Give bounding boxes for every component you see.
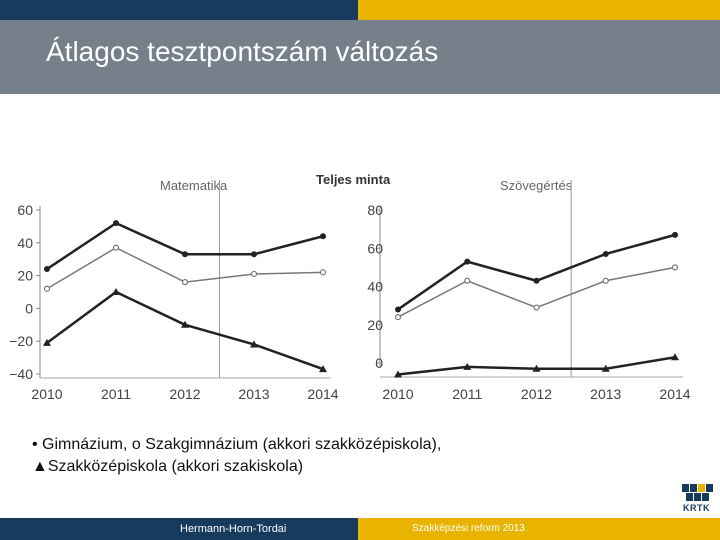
y-tick-label: 20 — [367, 317, 383, 333]
krtk-logo-icon — [682, 484, 713, 501]
x-tick-label: 2012 — [521, 386, 552, 402]
y-tick-label: 20 — [17, 268, 33, 284]
y-tick-label: 40 — [367, 279, 383, 295]
data-point-triangle — [112, 288, 120, 295]
data-point-open-circle — [533, 304, 540, 311]
x-tick-label: 2010 — [382, 386, 413, 402]
data-point-open-circle — [394, 314, 402, 321]
data-point-dot — [113, 220, 119, 227]
series-line-dot — [397, 233, 676, 311]
x-tick-label: 2013 — [238, 386, 269, 402]
data-point-dot — [602, 250, 609, 257]
legend-line-2: ▲Szakközépiskola (akkori szakiskola) — [32, 458, 304, 475]
data-point-dot — [464, 258, 471, 265]
data-point-triangle — [463, 362, 472, 370]
x-tick-label: 2010 — [31, 386, 62, 402]
data-point-dot — [533, 277, 540, 284]
x-tick-label: 2014 — [659, 386, 690, 402]
y-tick-label: 60 — [17, 202, 33, 218]
x-tick-label: 2012 — [169, 386, 200, 402]
data-point-open-circle — [464, 277, 471, 284]
data-point-dot — [44, 266, 50, 273]
data-point-dot — [672, 231, 678, 238]
data-point-open-circle — [181, 279, 189, 286]
x-tick-label: 2011 — [101, 386, 131, 402]
data-point-triangle — [43, 338, 51, 346]
data-point-dot — [320, 233, 326, 240]
legend-line-1: • Gimnázium, o Szakgimnázium (akkori sza… — [32, 436, 442, 453]
data-point-triangle — [250, 340, 258, 348]
y-tick-label: 0 — [25, 300, 33, 316]
data-point-dot — [182, 251, 188, 258]
footer-bar-gold — [358, 518, 720, 540]
data-point-open-circle — [671, 264, 679, 271]
top-bar-gold — [358, 0, 720, 20]
panel-title: Szövegértés — [500, 178, 573, 193]
data-point-open-circle — [112, 244, 120, 251]
data-point-triangle — [671, 353, 679, 361]
x-tick-label: 2014 — [307, 386, 338, 402]
data-point-triangle — [181, 320, 189, 328]
legend: • Gimnázium, o Szakgimnázium (akkori sza… — [32, 434, 441, 478]
y-tick-label: −40 — [9, 366, 33, 382]
data-point-open-circle — [43, 285, 51, 292]
data-point-dot — [251, 251, 257, 258]
panel-title: Matematika — [160, 178, 228, 193]
x-tick-label: 2011 — [452, 386, 482, 402]
data-point-triangle — [601, 364, 610, 372]
footer-authors: Hermann-Horn-Tordai — [180, 523, 287, 535]
y-tick-label: 80 — [367, 202, 383, 218]
data-point-open-circle — [602, 277, 609, 284]
data-point-open-circle — [319, 269, 327, 276]
footer-bar-navy — [0, 518, 358, 540]
series-line-dot — [46, 221, 324, 271]
y-tick-label: −20 — [9, 333, 33, 349]
title-header — [0, 20, 720, 94]
x-tick-label: 2013 — [590, 386, 621, 402]
data-point-triangle — [532, 364, 541, 372]
data-point-triangle — [394, 370, 402, 378]
top-bar-navy — [0, 0, 358, 20]
overall-title: Teljes minta — [316, 172, 391, 187]
series-line-triangle — [46, 290, 324, 371]
chart-area: Matematika Teljes minta 60 40 20 0 −20 −40 2010 2… — [9, 172, 691, 402]
data-point-triangle — [319, 365, 327, 373]
y-tick-label: 60 — [367, 240, 383, 256]
slide-title: Átlagos tesztpontszám változás — [46, 36, 439, 67]
data-point-open-circle — [250, 270, 258, 278]
footer-project: Szakképzési reform 2013 — [412, 523, 525, 534]
logo-text: KRTK — [683, 503, 710, 513]
data-point-dot — [395, 306, 401, 313]
y-tick-label: 40 — [17, 235, 33, 251]
y-tick-label: 0 — [375, 355, 383, 371]
